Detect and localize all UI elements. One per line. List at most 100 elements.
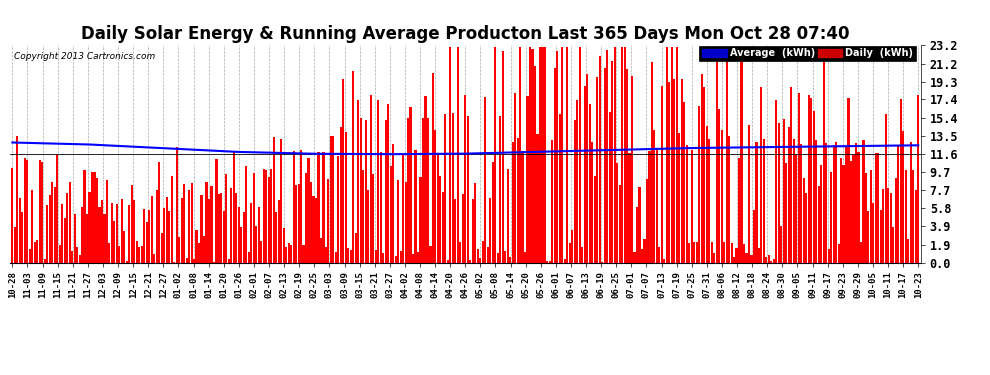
- Bar: [698, 106, 700, 262]
- Bar: [178, 237, 180, 262]
- Bar: [407, 118, 409, 262]
- Bar: [563, 260, 566, 262]
- Bar: [676, 47, 678, 262]
- Bar: [185, 258, 188, 262]
- Legend: Average  (kWh), Daily  (kWh): Average (kWh), Daily (kWh): [699, 45, 916, 62]
- Bar: [392, 144, 394, 262]
- Bar: [701, 74, 703, 262]
- Bar: [629, 153, 631, 262]
- Text: Copyright 2013 Cartronics.com: Copyright 2013 Cartronics.com: [15, 51, 155, 60]
- Bar: [847, 98, 849, 262]
- Bar: [372, 174, 374, 262]
- Bar: [790, 87, 792, 262]
- Bar: [86, 214, 88, 262]
- Bar: [328, 178, 330, 262]
- Bar: [136, 241, 138, 262]
- Bar: [902, 131, 904, 262]
- Bar: [315, 198, 317, 262]
- Bar: [606, 50, 608, 262]
- Bar: [551, 140, 553, 262]
- Bar: [726, 47, 728, 262]
- Bar: [275, 212, 277, 262]
- Bar: [412, 254, 414, 262]
- Bar: [78, 255, 80, 262]
- Bar: [616, 163, 618, 262]
- Bar: [461, 195, 464, 262]
- Bar: [653, 130, 655, 262]
- Bar: [144, 209, 146, 262]
- Bar: [442, 192, 444, 262]
- Bar: [397, 180, 399, 262]
- Bar: [830, 172, 833, 262]
- Bar: [818, 186, 820, 262]
- Bar: [34, 242, 36, 262]
- Bar: [310, 182, 312, 262]
- Bar: [502, 51, 504, 262]
- Bar: [91, 172, 93, 262]
- Bar: [803, 178, 805, 262]
- Bar: [432, 73, 434, 262]
- Bar: [736, 248, 738, 262]
- Bar: [798, 93, 800, 262]
- Bar: [546, 261, 548, 262]
- Bar: [318, 152, 320, 262]
- Bar: [793, 139, 795, 262]
- Bar: [280, 139, 282, 262]
- Bar: [116, 204, 118, 262]
- Bar: [335, 252, 337, 262]
- Bar: [842, 165, 844, 262]
- Bar: [76, 246, 78, 262]
- Bar: [892, 227, 894, 262]
- Bar: [917, 95, 920, 262]
- Bar: [686, 145, 688, 262]
- Bar: [855, 143, 857, 262]
- Bar: [206, 182, 208, 262]
- Bar: [524, 252, 526, 262]
- Bar: [22, 213, 24, 262]
- Bar: [474, 183, 476, 262]
- Bar: [98, 207, 101, 262]
- Bar: [561, 47, 563, 262]
- Bar: [875, 153, 877, 262]
- Bar: [402, 154, 404, 262]
- Bar: [32, 190, 34, 262]
- Bar: [504, 251, 506, 262]
- Bar: [537, 134, 539, 262]
- Bar: [188, 190, 190, 262]
- Bar: [228, 260, 230, 262]
- Bar: [558, 114, 561, 262]
- Bar: [758, 248, 760, 262]
- Bar: [238, 207, 240, 262]
- Bar: [111, 203, 113, 262]
- Bar: [49, 195, 50, 262]
- Bar: [382, 253, 384, 262]
- Bar: [168, 211, 170, 262]
- Bar: [596, 77, 598, 262]
- Bar: [387, 104, 389, 262]
- Bar: [347, 248, 349, 262]
- Bar: [417, 252, 419, 262]
- Bar: [255, 226, 257, 262]
- Bar: [290, 244, 292, 262]
- Bar: [867, 211, 869, 262]
- Bar: [718, 109, 720, 262]
- Bar: [160, 233, 162, 262]
- Bar: [815, 140, 817, 262]
- Bar: [405, 182, 407, 262]
- Bar: [277, 200, 280, 262]
- Bar: [626, 69, 628, 262]
- Bar: [16, 136, 19, 262]
- Bar: [823, 59, 825, 262]
- Bar: [877, 153, 879, 262]
- Bar: [614, 47, 616, 262]
- Bar: [44, 259, 46, 262]
- Bar: [548, 261, 551, 262]
- Bar: [320, 238, 322, 262]
- Bar: [121, 199, 123, 262]
- Bar: [634, 252, 636, 262]
- Bar: [645, 179, 648, 262]
- Bar: [119, 246, 121, 262]
- Bar: [287, 243, 290, 262]
- Bar: [300, 150, 302, 262]
- Bar: [200, 195, 203, 262]
